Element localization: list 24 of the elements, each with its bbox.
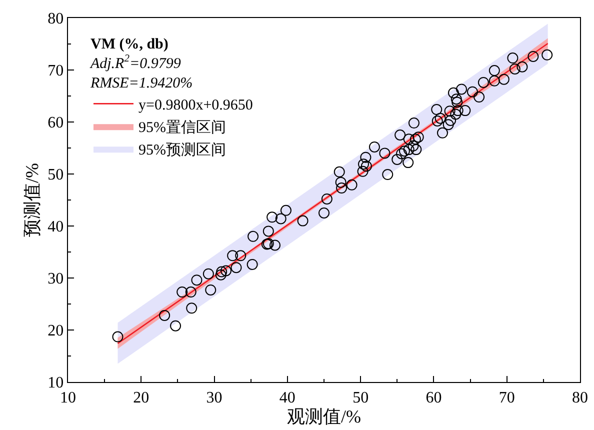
y-tick-label: 10 (48, 374, 64, 392)
annotation: RMSE=1.9420% (89, 75, 193, 92)
legend-label: 95%预测区间 (138, 142, 226, 159)
y-tick-label: 20 (48, 322, 64, 340)
x-tick-label: 10 (60, 389, 76, 406)
y-tick-label: 40 (48, 218, 64, 236)
y-tick-label: 30 (48, 270, 64, 288)
y-tick-label: 70 (48, 62, 64, 80)
x-tick-label: 40 (279, 389, 296, 406)
y-axis-title: 预测值/% (22, 163, 42, 237)
x-tick-label: 70 (498, 389, 515, 406)
x-axis-title: 观测值/% (287, 406, 361, 426)
y-tick-label: 60 (48, 114, 64, 132)
legend-label: 95%置信区间 (138, 119, 226, 136)
y-tick-label: 50 (48, 166, 64, 184)
legend-label: y=0.9800x+0.9650 (138, 98, 253, 114)
x-tick-label: 50 (352, 389, 369, 406)
y-tick-label: 80 (48, 10, 64, 28)
x-tick-label: 30 (206, 389, 222, 406)
x-tick-label: 80 (572, 389, 588, 406)
x-tick-label: 20 (133, 389, 150, 406)
x-tick-label: 60 (426, 389, 442, 406)
annotation: Adj.R$^{2}$=0.9799 (89, 54, 182, 72)
legend-title: VM (%, db) (90, 36, 168, 52)
